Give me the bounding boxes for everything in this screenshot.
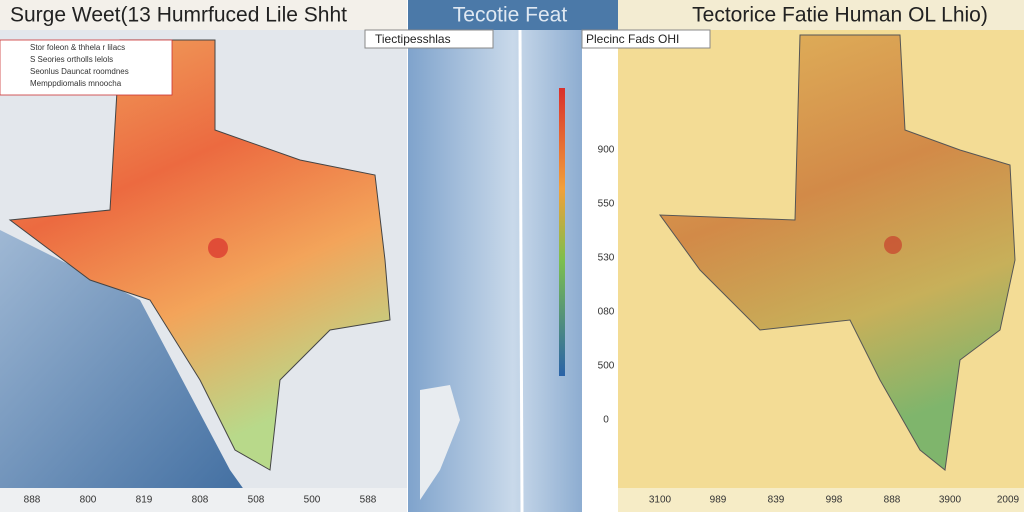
bottom-label: 819 bbox=[136, 495, 153, 506]
hotspot bbox=[208, 238, 228, 258]
state-shape bbox=[658, 34, 1016, 471]
panel-title: Tecotie Feat bbox=[453, 4, 568, 27]
legend-box bbox=[0, 39, 173, 96]
side-label: 900 bbox=[598, 145, 615, 156]
title-bar bbox=[408, 0, 618, 30]
label-box bbox=[581, 29, 711, 49]
hotspot bbox=[884, 236, 902, 254]
bottom-label: 808 bbox=[192, 495, 209, 506]
legend-entry: S Seories ortholls lelols bbox=[30, 55, 113, 64]
panel-title: Tectorice Fatie Human OL Lhio) bbox=[692, 4, 988, 27]
bottom-label: 3100 bbox=[649, 495, 672, 506]
axis-strip bbox=[0, 488, 407, 512]
panel-label: Plecinc Fads OHI bbox=[586, 32, 679, 46]
legend-entry: Seonlus Dauncat roomdnes bbox=[30, 67, 129, 76]
bottom-label: 989 bbox=[710, 495, 727, 506]
legend-entry: Memppdiomalis mnoocha bbox=[30, 79, 122, 88]
side-label: 0 bbox=[603, 415, 609, 426]
side-label: 080 bbox=[598, 307, 615, 318]
title-bar bbox=[618, 0, 1024, 30]
bottom-label: 2009 bbox=[997, 495, 1020, 506]
bottom-label: 588 bbox=[360, 495, 377, 506]
bottom-label: 508 bbox=[248, 495, 265, 506]
bottom-label: 839 bbox=[768, 495, 785, 506]
bottom-label: 500 bbox=[304, 495, 321, 506]
bottom-label: 800 bbox=[80, 495, 97, 506]
label-box bbox=[364, 29, 494, 49]
legend-entry: Stor foleon & thhela r lilacs bbox=[30, 43, 125, 52]
bottom-label: 3900 bbox=[939, 495, 962, 506]
title-bar bbox=[0, 0, 407, 30]
ocean bbox=[0, 230, 260, 512]
side-strip bbox=[582, 30, 618, 512]
bottom-label: 998 bbox=[826, 495, 843, 506]
axis-strip bbox=[618, 488, 1024, 512]
bottom-label: 888 bbox=[884, 495, 901, 506]
coastline bbox=[518, 29, 524, 512]
panel-title: Surge Weet(13 Humrfuced Lile Shht bbox=[10, 4, 347, 27]
side-label: 530 bbox=[598, 253, 615, 264]
panel-label: Tiectipesshlas bbox=[375, 32, 451, 46]
side-label: 550 bbox=[598, 199, 615, 210]
side-label: 500 bbox=[598, 361, 615, 372]
bottom-label: 888 bbox=[24, 495, 41, 506]
landmass bbox=[420, 385, 460, 500]
state-shape bbox=[8, 39, 391, 471]
colorbar bbox=[559, 88, 565, 376]
